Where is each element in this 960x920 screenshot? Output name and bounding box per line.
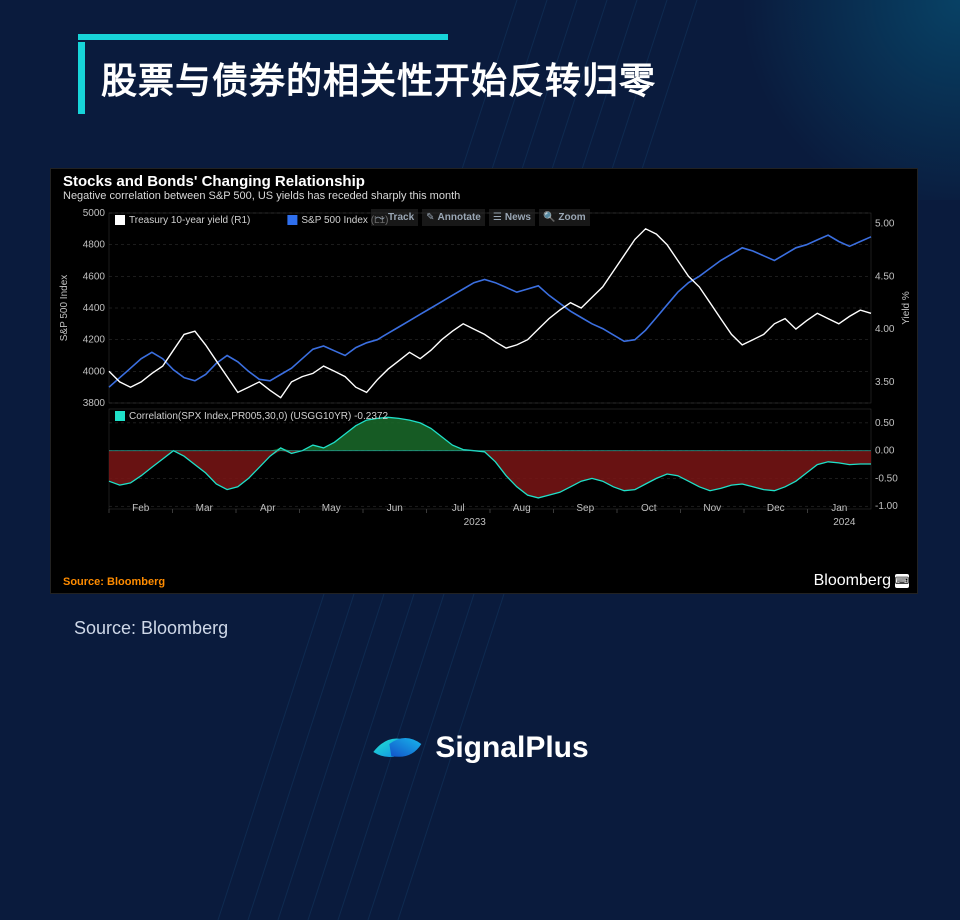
- chart-source-footer: Source: Bloomberg: [63, 576, 165, 588]
- svg-text:Apr: Apr: [260, 503, 276, 514]
- svg-text:4000: 4000: [83, 366, 106, 377]
- svg-text:3800: 3800: [83, 398, 106, 409]
- svg-text:Jun: Jun: [387, 503, 403, 514]
- svg-text:3.50: 3.50: [875, 377, 895, 388]
- svg-text:Jan: Jan: [831, 503, 847, 514]
- svg-text:4.50: 4.50: [875, 271, 895, 282]
- svg-text:S&P 500 Index: S&P 500 Index: [59, 275, 70, 342]
- svg-text:-1.00: -1.00: [875, 501, 898, 512]
- svg-text:May: May: [322, 503, 341, 514]
- svg-text:4200: 4200: [83, 335, 106, 346]
- chart-title: Stocks and Bonds' Changing Relationship: [63, 173, 911, 190]
- page-title: 股票与债券的相关性开始反转归零: [101, 52, 778, 104]
- svg-text:Aug: Aug: [513, 503, 531, 514]
- svg-text:4600: 4600: [83, 271, 106, 282]
- page-title-block: 股票与债券的相关性开始反转归零: [78, 34, 778, 114]
- svg-text:2024: 2024: [833, 517, 856, 528]
- bloomberg-chart: Stocks and Bonds' Changing Relationship …: [50, 168, 918, 594]
- svg-text:5000: 5000: [83, 208, 106, 219]
- svg-text:Jul: Jul: [452, 503, 465, 514]
- svg-text:4400: 4400: [83, 303, 106, 314]
- svg-text:Yield %: Yield %: [901, 291, 912, 325]
- toolbar-zoom[interactable]: 🔍 Zoom: [539, 209, 590, 226]
- toolbar-annotate[interactable]: ✎ Annotate: [422, 209, 485, 226]
- svg-text:Nov: Nov: [703, 503, 721, 514]
- logo-icon: [371, 726, 423, 770]
- svg-text:4800: 4800: [83, 240, 106, 251]
- svg-text:Mar: Mar: [196, 503, 214, 514]
- svg-text:Oct: Oct: [641, 503, 657, 514]
- svg-text:4.00: 4.00: [875, 324, 895, 335]
- title-accent-bar: [78, 34, 448, 40]
- svg-text:2023: 2023: [464, 517, 487, 528]
- svg-text:Treasury 10-year yield (R1): Treasury 10-year yield (R1): [129, 215, 250, 226]
- signalplus-logo: SignalPlus: [371, 726, 588, 770]
- svg-text:Sep: Sep: [576, 503, 594, 514]
- bloomberg-brand: Bloomberg ⌨: [814, 572, 909, 590]
- toolbar-track[interactable]: 〜 Track: [371, 209, 418, 226]
- svg-text:0.00: 0.00: [875, 446, 895, 457]
- svg-text:Correlation(SPX Index,PR005,30: Correlation(SPX Index,PR005,30,0) (USGG1…: [129, 411, 388, 422]
- logo-text: SignalPlus: [435, 731, 588, 765]
- bloomberg-icon: ⌨: [895, 574, 909, 588]
- svg-text:Dec: Dec: [767, 503, 785, 514]
- svg-text:0.50: 0.50: [875, 418, 895, 429]
- chart-toolbar: 〜 Track ✎ Annotate ☰ News 🔍 Zoom: [371, 209, 590, 226]
- toolbar-news[interactable]: ☰ News: [489, 209, 535, 226]
- svg-text:Feb: Feb: [132, 503, 150, 514]
- source-caption: Source: Bloomberg: [74, 618, 228, 639]
- chart-svg: 3800 4000 4200 4400 4600 4800 5000 3.50 4.00 4.50…: [51, 207, 919, 559]
- svg-text:5.00: 5.00: [875, 219, 895, 230]
- chart-subtitle: Negative correlation between S&P 500, US…: [63, 190, 911, 202]
- svg-text:-0.50: -0.50: [875, 473, 898, 484]
